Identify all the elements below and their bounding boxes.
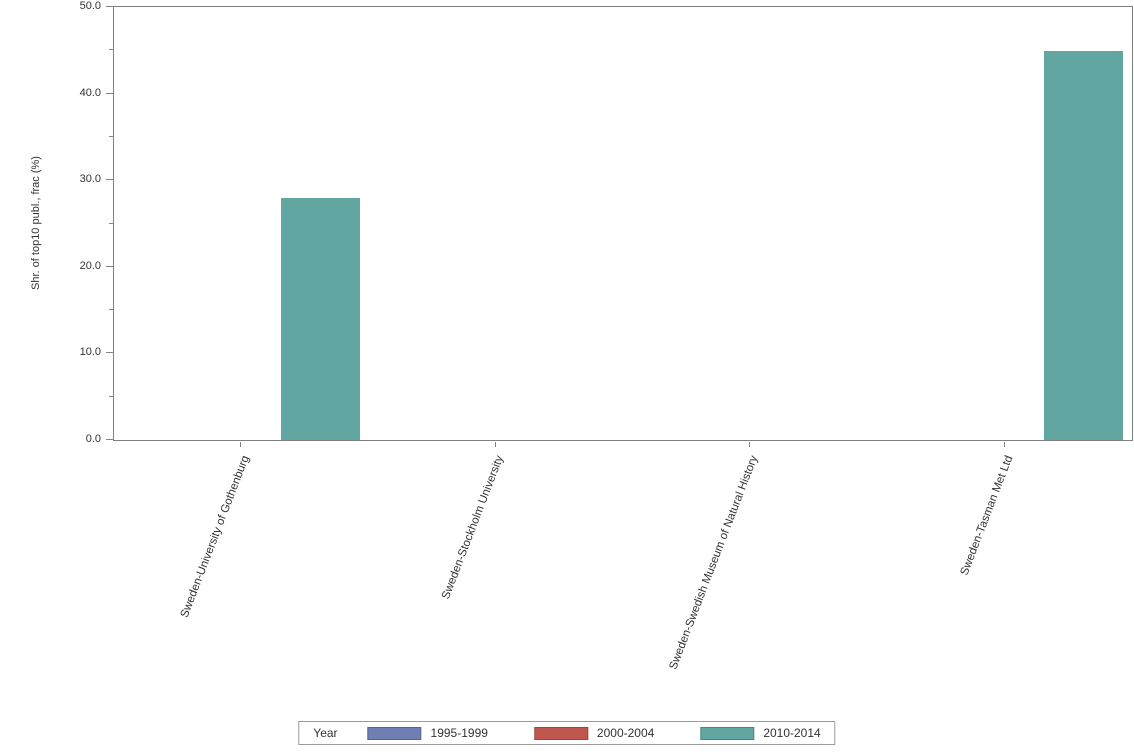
y-tick-mark [109, 222, 113, 224]
legend-item: 2010-2014 [700, 726, 821, 740]
y-tick-mark [109, 395, 113, 397]
x-tick-mark [1003, 442, 1005, 447]
y-tick-mark [109, 135, 113, 137]
legend-label: 1995-1999 [430, 726, 488, 740]
x-tick-label: Sweden-Stockholm University [440, 454, 506, 601]
x-tick-mark [749, 442, 751, 447]
plot-area [113, 6, 1133, 441]
legend-label: 2000-2004 [596, 726, 655, 740]
y-tick-label: 0.0 [85, 433, 101, 445]
y-tick-label: 30.0 [79, 173, 101, 186]
y-tick-mark [106, 352, 113, 354]
legend-item: 2000-2004 [533, 726, 655, 740]
x-tick-label: Sweden-Swedish Museum of Natural History [667, 454, 761, 672]
y-tick-label: 50.0 [79, 0, 101, 12]
legend-label: 2010-2014 [763, 726, 821, 740]
y-tick-label: 40.0 [79, 86, 101, 99]
legend-swatch [700, 726, 755, 740]
y-tick-mark [106, 265, 113, 267]
y-axis: 0.0 10.0 20.0 30.0 40.0 50.0 [0, 0, 113, 445]
legend: Year 1995-1999 2000-2004 2010-2014 [298, 721, 836, 745]
y-tick-mark [106, 92, 113, 94]
bar-2010-2014 [1044, 51, 1124, 440]
legend-item: 1995-1999 [367, 726, 488, 740]
y-tick-mark [106, 179, 113, 181]
legend-swatch [533, 726, 588, 740]
legend-items: 1995-1999 2000-2004 2010-2014 [367, 726, 821, 740]
y-tick-mark [106, 6, 113, 7]
y-tick-label: 20.0 [79, 259, 101, 272]
y-tick-mark [106, 439, 113, 440]
legend-title: Year [313, 726, 338, 740]
x-tick-mark [240, 442, 242, 447]
y-tick-label: 10.0 [79, 346, 101, 359]
legend-swatch [367, 726, 422, 740]
x-tick-label: Sweden-Tasman Met Ltd [958, 454, 1015, 578]
y-tick-mark [109, 309, 113, 311]
y-tick-mark [109, 49, 113, 51]
bar-2010-2014 [280, 197, 360, 440]
x-tick-label: Sweden-University of Gothenburg [178, 454, 252, 620]
x-tick-mark [494, 442, 496, 447]
x-axis-labels: Sweden-University of Gothenburg Sweden-St… [113, 441, 1133, 741]
